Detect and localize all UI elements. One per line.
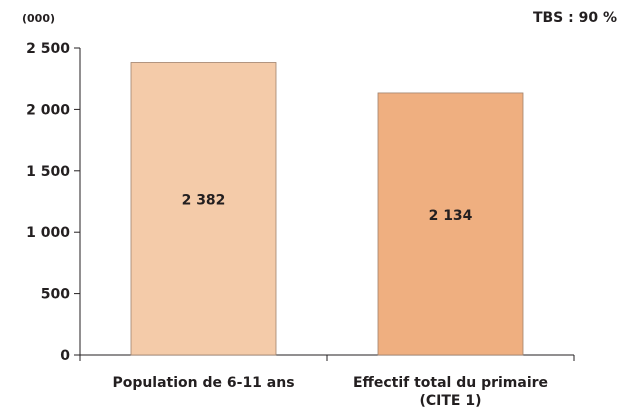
x-category-label: (CITE 1) xyxy=(419,393,481,409)
unit-label: (000) xyxy=(22,12,56,25)
y-tick-label: 2 000 xyxy=(26,102,70,118)
bar xyxy=(377,92,524,356)
data-label: 2 134 xyxy=(429,208,473,224)
x-category-label: Population de 6-11 ans xyxy=(112,375,294,391)
y-tick-label: 2 500 xyxy=(26,41,70,57)
y-tick-label: 0 xyxy=(60,348,70,364)
bar xyxy=(130,62,277,356)
y-tick-label: 1 500 xyxy=(26,164,70,180)
x-category-label: Effectif total du primaire xyxy=(353,375,548,391)
data-label: 2 382 xyxy=(182,193,226,209)
y-tick-label: 1 000 xyxy=(26,225,70,241)
y-tick-label: 500 xyxy=(41,287,70,303)
tbs-note: TBS : 90 % xyxy=(532,10,617,26)
